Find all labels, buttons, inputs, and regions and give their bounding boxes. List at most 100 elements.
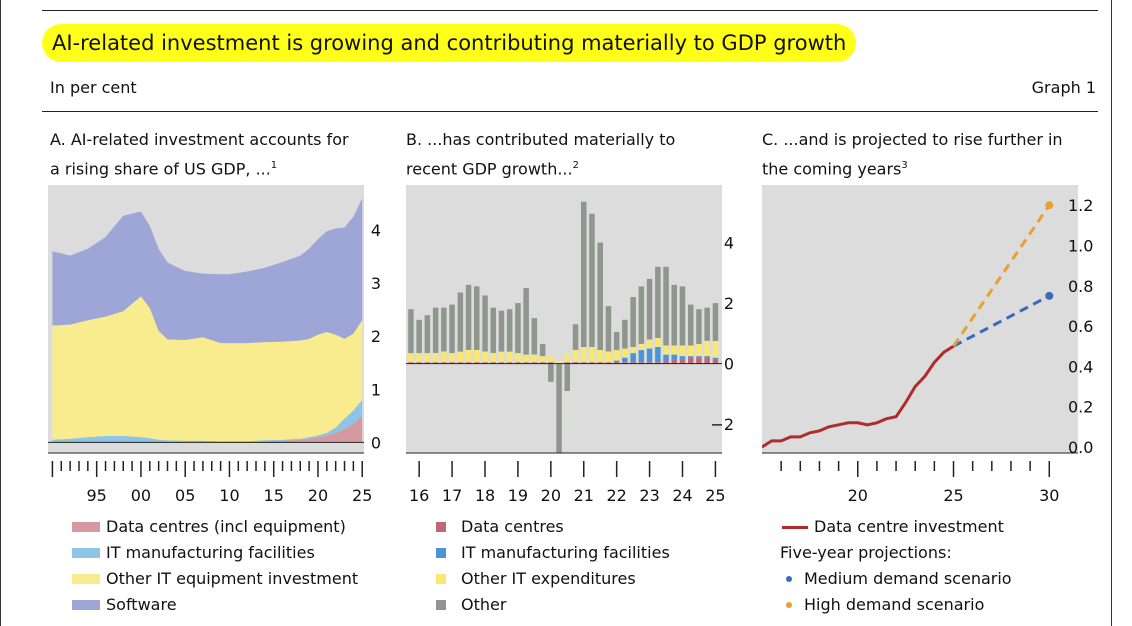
other-bar: [638, 286, 645, 344]
y-tick-label: 0: [724, 355, 734, 374]
graph-number: Graph 1: [1031, 78, 1096, 97]
legend-item-high-demand: High demand scenario: [782, 592, 1012, 618]
data-centres-bar: [564, 362, 570, 364]
medium-demand-point: [1045, 291, 1054, 300]
legend-swatch: [436, 600, 446, 610]
x-tick-label: 10: [219, 486, 239, 505]
y-tick-label: 1.2: [1068, 196, 1093, 215]
data-centres-bar: [548, 362, 554, 364]
other-bar: [523, 288, 529, 355]
other-it-bar: [548, 356, 554, 363]
other-it-bar: [408, 353, 414, 363]
other-it-bar: [424, 353, 431, 363]
x-tick-label: 20: [848, 486, 868, 505]
other-it-bar: [712, 341, 719, 358]
x-tick-label: 21: [574, 486, 594, 505]
legend-swatch: [72, 574, 100, 584]
legend-line-swatch: [782, 525, 808, 529]
it-manufacturing-area: [52, 399, 363, 443]
panel-a-title-line1: A. AI-related investment accounts for: [50, 130, 349, 149]
software-area: [52, 198, 363, 344]
other-bar: [597, 242, 603, 350]
x-tick-label: 30: [1039, 486, 1059, 505]
panel-b-title: B. ...has contributed materially to rece…: [406, 127, 746, 182]
legend-label: Other: [461, 595, 507, 614]
data-centres-bar: [638, 362, 645, 364]
x-tick-label: 17: [442, 486, 462, 505]
legend-label: Data centres (incl equipment): [106, 517, 346, 536]
y-tick-label: 0.0: [1068, 438, 1093, 457]
other-it-bar: [539, 356, 546, 363]
data-centre-investment-line: [762, 344, 955, 449]
data-centres-bar: [449, 362, 455, 364]
other-it-bar: [490, 353, 496, 363]
data-centres-bar: [424, 362, 431, 364]
data-centres-bar: [506, 362, 513, 364]
legend-item-data-centres: Data centres: [436, 514, 670, 540]
other-bar: [613, 331, 620, 351]
y-tick-label: 2: [724, 294, 734, 313]
y-tick-label: 1: [371, 380, 381, 399]
y-tick-label: 0.6: [1068, 317, 1093, 336]
it-manufacturing-bar: [630, 353, 636, 363]
y-tick-label: 0.8: [1068, 277, 1093, 296]
other-bar: [630, 297, 636, 347]
data-centres-bar: [622, 362, 628, 364]
x-tick-label: 00: [131, 486, 151, 505]
other-it-bar: [572, 350, 579, 363]
legend-label: Software: [106, 595, 177, 614]
other-bar: [531, 318, 538, 355]
data-centres-bar: [474, 362, 480, 364]
it-manufacturing-bar: [646, 348, 653, 363]
panel-a-area-chart: 0 1 2 3 4 95 00 05 10 15 20 25: [48, 185, 381, 505]
other-it-bar: [498, 351, 505, 363]
other-it-bar: [622, 348, 628, 358]
legend-label: Other IT equipment investment: [106, 569, 359, 588]
other-it-bar: [432, 353, 439, 363]
other-it-bar: [688, 345, 694, 357]
other-it-bar: [679, 345, 686, 357]
other-it-bar: [441, 351, 447, 363]
other-it-bar: [515, 353, 521, 363]
other-bar: [432, 307, 439, 353]
it-manufacturing-bar: [613, 360, 620, 363]
other-bar: [506, 309, 513, 352]
data-centres-bar: [531, 362, 538, 364]
data-centres-bar: [465, 362, 472, 364]
it-manufacturing-bar: [696, 356, 702, 358]
graph-subtitle: In per cent: [50, 78, 137, 97]
legend-item-data-centres: Data centres (incl equipment): [72, 514, 358, 540]
other-bar: [605, 306, 612, 352]
it-manufacturing-bar: [679, 356, 686, 360]
other-it-area: [52, 296, 363, 442]
it-manufacturing-bar: [671, 354, 677, 360]
panel-c-footnote: 3: [901, 160, 908, 171]
legend-item-other: Other: [436, 592, 670, 618]
legend-label: Data centres: [461, 517, 564, 536]
other-it-bar: [655, 337, 661, 347]
other-bar: [539, 344, 546, 357]
it-manufacturing-bar: [712, 357, 719, 360]
other-it-bar: [474, 350, 480, 363]
x-tick-label: 05: [175, 486, 195, 505]
x-tick-label: 19: [508, 486, 528, 505]
it-manufacturing-bar: [688, 356, 694, 358]
y-tick-label: 4: [371, 221, 381, 240]
other-it-bar: [564, 353, 570, 363]
top-rule: [42, 10, 1098, 11]
y-tick-label: 3: [371, 274, 381, 293]
it-manufacturing-bar: [638, 350, 645, 363]
other-bar: [449, 304, 455, 354]
data-centres-bar: [490, 362, 496, 364]
panel-b-footnote: 2: [572, 160, 579, 171]
it-manufacturing-bar: [622, 357, 628, 363]
legend-label: Other IT expenditures: [461, 569, 636, 588]
legend-label: IT manufacturing facilities: [461, 543, 670, 562]
other-it-bar: [704, 341, 710, 357]
other-it-bar: [581, 347, 587, 363]
other-bar: [572, 324, 579, 350]
other-bar: [671, 284, 677, 346]
legend-dot-swatch: [786, 576, 792, 582]
